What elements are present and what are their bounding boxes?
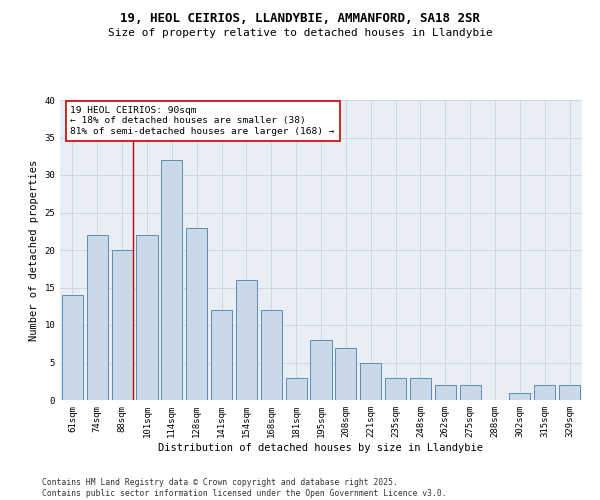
Bar — [460, 385, 481, 400]
Bar — [161, 160, 182, 400]
Bar — [410, 378, 431, 400]
Bar — [136, 235, 158, 400]
Bar — [534, 385, 555, 400]
X-axis label: Distribution of detached houses by size in Llandybie: Distribution of detached houses by size … — [158, 442, 484, 452]
Bar — [509, 392, 530, 400]
Y-axis label: Number of detached properties: Number of detached properties — [29, 160, 39, 340]
Bar — [186, 228, 207, 400]
Bar — [62, 295, 83, 400]
Bar — [559, 385, 580, 400]
Text: Contains HM Land Registry data © Crown copyright and database right 2025.
Contai: Contains HM Land Registry data © Crown c… — [42, 478, 446, 498]
Bar — [261, 310, 282, 400]
Bar — [310, 340, 332, 400]
Bar — [236, 280, 257, 400]
Text: 19 HEOL CEIRIOS: 90sqm
← 18% of detached houses are smaller (38)
81% of semi-det: 19 HEOL CEIRIOS: 90sqm ← 18% of detached… — [70, 106, 335, 136]
Bar — [385, 378, 406, 400]
Bar — [360, 362, 381, 400]
Text: Size of property relative to detached houses in Llandybie: Size of property relative to detached ho… — [107, 28, 493, 38]
Bar — [435, 385, 456, 400]
Bar — [87, 235, 108, 400]
Text: 19, HEOL CEIRIOS, LLANDYBIE, AMMANFORD, SA18 2SR: 19, HEOL CEIRIOS, LLANDYBIE, AMMANFORD, … — [120, 12, 480, 26]
Bar — [286, 378, 307, 400]
Bar — [112, 250, 133, 400]
Bar — [211, 310, 232, 400]
Bar — [335, 348, 356, 400]
